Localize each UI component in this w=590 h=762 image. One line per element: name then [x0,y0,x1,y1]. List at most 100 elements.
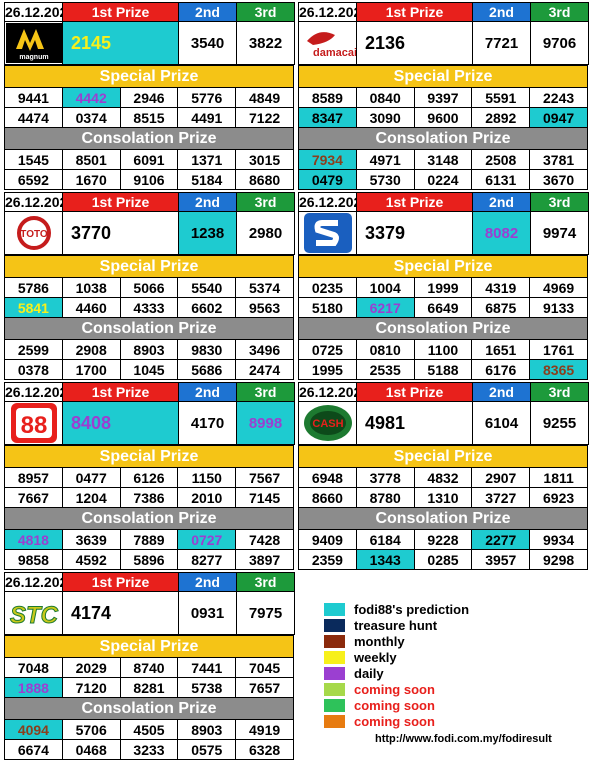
special-prize-number: 8281 [119,677,179,698]
draw-date: 26.12.2020 [4,192,63,212]
prize-numbers-table: Special Prize 0235 1004 1999 4319 4969 5180 621… [298,255,588,380]
consolation-prize-number: 1700 [61,359,121,380]
source-url[interactable]: http://www.fodi.com.my/fodiresult [375,733,552,745]
legend-label: monthly [354,633,405,649]
special-prize-header: Special Prize [4,255,294,278]
special-prize-number: 0235 [298,277,357,298]
first-prize-number: 8408 [62,401,179,445]
consolation-prize-number: 0468 [61,739,121,760]
88-logo-icon: 88 [4,401,63,445]
legend-item: monthly [324,633,584,649]
legend-label: coming soon [354,697,435,713]
special-prize-number: 4333 [119,297,179,318]
consolation-prize-number: 8680 [235,169,294,190]
special-prize-number: 5066 [119,277,179,298]
special-prize-number: 9600 [413,107,473,128]
special-prize-number: 4460 [61,297,121,318]
third-prize-header: 3rd [236,192,295,212]
special-prize-number: 1004 [355,277,415,298]
special-prize-number: 8740 [119,657,179,678]
third-prize-header: 3rd [236,382,295,402]
legend-swatch [324,714,345,728]
consolation-prize-number: 7428 [235,529,294,550]
sabah-logo-icon [298,211,357,255]
consolation-prize-number: 3639 [61,529,121,550]
consolation-prize-number: 3233 [119,739,179,760]
svg-text:magnum: magnum [19,54,48,61]
consolation-prize-number: 6184 [355,529,415,550]
third-prize-number: 9706 [530,21,589,65]
second-prize-header: 2nd [472,192,531,212]
special-prize-number: 7048 [4,657,63,678]
first-prize-header: 1st Prize [62,192,179,212]
legend: fodi88's prediction treasure hunt monthly w… [324,601,584,729]
first-prize-header: 1st Prize [356,382,473,402]
third-prize-header: 3rd [530,192,589,212]
consolation-prize-number: 3496 [235,339,294,360]
consolation-prize-number: 9106 [119,169,179,190]
special-prize-number: 7667 [4,487,63,508]
second-prize-number: 1238 [178,211,237,255]
prize-numbers-table: Special Prize 5786 1038 5066 5540 5374 5841 446… [4,255,294,380]
consolation-prize-number: 9298 [529,549,588,570]
second-prize-number: 6104 [472,401,531,445]
consolation-prize-number: 1670 [61,169,121,190]
legend-label: coming soon [354,681,435,697]
svg-text:STC: STC [10,602,59,629]
special-prize-number: 7386 [119,487,179,508]
sarawak-logo-icon: CASH [298,401,357,445]
legend-label: treasure hunt [354,617,438,633]
consolation-prize-header: Consolation Prize [4,127,294,150]
special-prize-number: 5776 [177,87,237,108]
special-prize-number: 1811 [529,467,588,488]
consolation-prize-number: 5686 [177,359,237,380]
consolation-prize-number: 1045 [119,359,179,380]
special-prize-number: 2946 [119,87,179,108]
special-prize-number: 2892 [471,107,531,128]
special-prize-number: 1888 [4,677,63,698]
special-prize-header: Special Prize [298,255,588,278]
consolation-prize-number: 7934 [298,149,357,170]
legend-swatch [324,666,345,680]
consolation-prize-number: 2474 [235,359,294,380]
result-card-magnum: 26.12.20201st Prize2nd3rdmagnum214535403… [4,2,295,190]
consolation-prize-number: 5730 [355,169,415,190]
second-prize-number: 3540 [178,21,237,65]
special-prize-number: 3090 [355,107,415,128]
consolation-prize-number: 3897 [235,549,294,570]
legend-swatch [324,650,345,664]
third-prize-header: 3rd [530,2,589,22]
first-prize-header: 1st Prize [62,2,179,22]
special-prize-number: 8515 [119,107,179,128]
special-prize-number: 0374 [61,107,121,128]
first-prize-header: 1st Prize [356,192,473,212]
draw-date: 26.12.2020 [298,2,357,22]
special-prize-number: 5738 [177,677,237,698]
special-prize-number: 4832 [413,467,473,488]
special-prize-number: 6126 [119,467,179,488]
special-prize-number: 5374 [235,277,294,298]
third-prize-header: 3rd [236,2,295,22]
consolation-prize-number: 0810 [355,339,415,360]
consolation-prize-header: Consolation Prize [298,507,588,530]
consolation-prize-number: 0575 [177,739,237,760]
consolation-prize-number: 5184 [177,169,237,190]
second-prize-header: 2nd [472,2,531,22]
third-prize-number: 8998 [236,401,295,445]
consolation-prize-number: 8501 [61,149,121,170]
special-prize-number: 3727 [471,487,531,508]
consolation-prize-number: 1100 [413,339,473,360]
special-prize-header: Special Prize [4,65,294,88]
legend-label: weekly [354,649,397,665]
special-prize-number: 2029 [61,657,121,678]
legend-swatch [324,682,345,696]
consolation-prize-number: 8903 [177,719,237,740]
special-prize-number: 4969 [529,277,588,298]
special-prize-number: 3778 [355,467,415,488]
consolation-prize-number: 6176 [471,359,531,380]
